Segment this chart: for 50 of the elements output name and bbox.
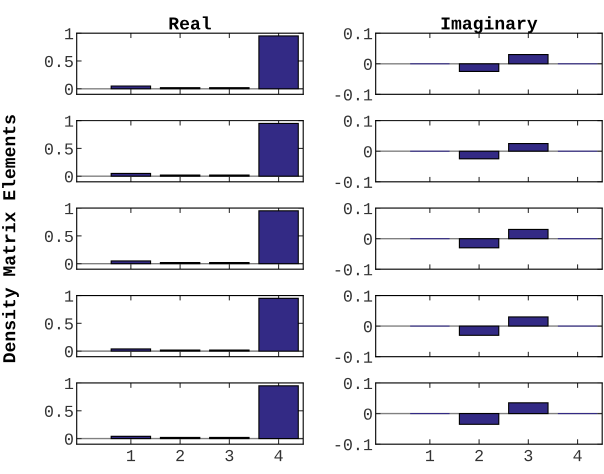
y-tick-label: 0.1 (344, 378, 372, 390)
bar (258, 210, 299, 264)
bar (258, 35, 299, 90)
bar (258, 298, 299, 352)
bar (110, 348, 152, 352)
y-tick-label: 0.1 (344, 202, 372, 214)
y-tick-label: 0.5 (44, 318, 73, 330)
y-tick-label: 0 (64, 346, 73, 358)
x-tick-label: 3 (524, 450, 532, 462)
y-tick-label: 1 (65, 290, 74, 302)
y-tick-label: 0 (364, 234, 372, 245)
y-tick-label: 0 (364, 321, 372, 332)
x-tick-label: 1 (426, 450, 434, 462)
chart-title: Imaginary (442, 16, 538, 34)
x-tick-label: 1 (127, 450, 136, 462)
y-tick-label: 1 (65, 28, 74, 40)
bar (110, 260, 152, 264)
y-axis-title: Density Matrix Elements (2, 115, 19, 362)
y-tick-label: -0.1 (336, 352, 372, 363)
x-tick-label: 2 (475, 450, 483, 462)
y-tick-label: 0 (64, 258, 73, 270)
y-tick-label: 0.5 (44, 56, 73, 68)
bar (258, 122, 299, 177)
y-tick-label: 0.1 (344, 116, 372, 127)
bar (110, 85, 152, 90)
bar (110, 436, 152, 440)
y-tick-label: -0.1 (336, 176, 372, 188)
chart-title: Real (169, 16, 211, 30)
y-tick-label: 0.5 (44, 406, 73, 417)
y-tick-label: 0 (64, 171, 73, 182)
y-tick-label: 0 (64, 433, 73, 445)
x-tick-label: 4 (573, 450, 582, 462)
y-tick-label: 0.5 (44, 143, 73, 155)
y-tick-label: 1 (65, 203, 74, 214)
x-tick-label: 2 (176, 450, 184, 462)
bar (110, 172, 152, 177)
y-tick-label: -0.1 (336, 439, 372, 450)
y-tick-label: -0.1 (336, 264, 372, 276)
y-tick-label: 0 (364, 408, 372, 420)
y-tick-label: 1 (65, 116, 74, 127)
y-tick-label: 0.5 (44, 230, 73, 242)
y-tick-label: 0 (64, 84, 73, 95)
y-tick-label: -0.1 (336, 89, 372, 101)
y-tick-label: 0.1 (344, 28, 372, 40)
x-tick-label: 3 (225, 450, 234, 462)
y-tick-label: 0 (364, 146, 372, 158)
y-tick-label: 0 (364, 58, 372, 70)
x-tick-label: 4 (274, 450, 283, 462)
y-tick-label: 0.1 (344, 290, 372, 302)
y-tick-label: 1 (65, 378, 74, 390)
